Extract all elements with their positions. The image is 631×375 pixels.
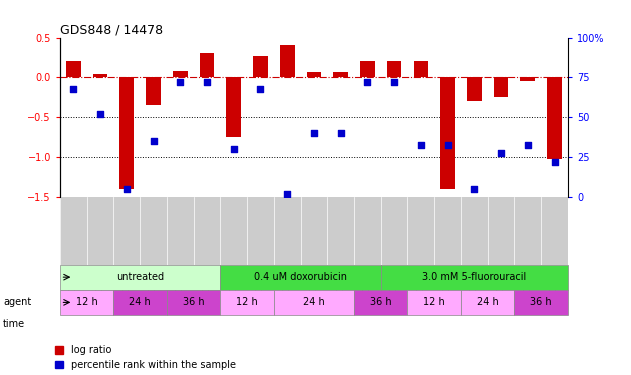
Point (389, 79, 399, 85)
Text: untreated: untreated (116, 272, 164, 282)
Bar (467, 78, 481, 101)
Point (175, 79, 186, 85)
Text: 24 h: 24 h (129, 297, 151, 307)
Bar (93, 74, 107, 78)
Bar (274, 290, 354, 315)
Bar (66, 62, 81, 78)
Point (122, 186, 132, 192)
Bar (360, 62, 375, 78)
Point (282, 191, 292, 197)
Bar (333, 72, 348, 78)
Bar (60, 290, 114, 315)
Bar (408, 290, 461, 315)
Bar (387, 62, 401, 78)
Text: agent: agent (3, 297, 32, 307)
Point (68, 86, 78, 92)
Text: 3.0 mM 5-fluorouracil: 3.0 mM 5-fluorouracil (422, 272, 526, 282)
Text: 12 h: 12 h (236, 297, 258, 307)
Point (309, 130, 319, 136)
Bar (514, 290, 568, 315)
Text: 36 h: 36 h (370, 297, 392, 307)
Point (416, 141, 426, 147)
Bar (167, 290, 220, 315)
Bar (380, 264, 568, 290)
Point (336, 130, 346, 136)
Bar (547, 78, 562, 159)
Point (256, 86, 266, 92)
Bar (461, 290, 514, 315)
Text: 36 h: 36 h (530, 297, 552, 307)
Point (442, 141, 452, 147)
Text: 36 h: 36 h (183, 297, 204, 307)
Text: 0.4 uM doxorubicin: 0.4 uM doxorubicin (254, 272, 347, 282)
Point (522, 141, 533, 147)
Bar (60, 264, 220, 290)
Bar (199, 54, 215, 78)
Point (202, 79, 212, 85)
Point (469, 186, 480, 192)
Text: 24 h: 24 h (477, 297, 498, 307)
Text: 12 h: 12 h (76, 297, 98, 307)
Bar (280, 45, 295, 78)
Bar (521, 78, 535, 81)
Bar (220, 264, 380, 290)
Bar (307, 72, 321, 78)
Bar (227, 78, 241, 137)
Bar (220, 290, 274, 315)
Bar (114, 290, 167, 315)
Bar (173, 71, 187, 78)
Text: 12 h: 12 h (423, 297, 445, 307)
Text: GDS848 / 14478: GDS848 / 14478 (60, 23, 163, 36)
Bar (146, 78, 161, 105)
Point (362, 79, 372, 85)
Point (496, 150, 506, 156)
Point (550, 159, 560, 165)
Bar (493, 78, 509, 98)
Point (228, 146, 239, 152)
Bar (440, 78, 455, 189)
Point (148, 138, 158, 144)
Bar (253, 56, 268, 78)
Bar (354, 290, 408, 315)
Bar (119, 78, 134, 189)
Text: 24 h: 24 h (303, 297, 325, 307)
Legend: log ratio, percentile rank within the sample: log ratio, percentile rank within the sa… (56, 345, 236, 370)
Text: time: time (3, 320, 25, 329)
Point (95, 111, 105, 117)
Bar (413, 62, 428, 78)
